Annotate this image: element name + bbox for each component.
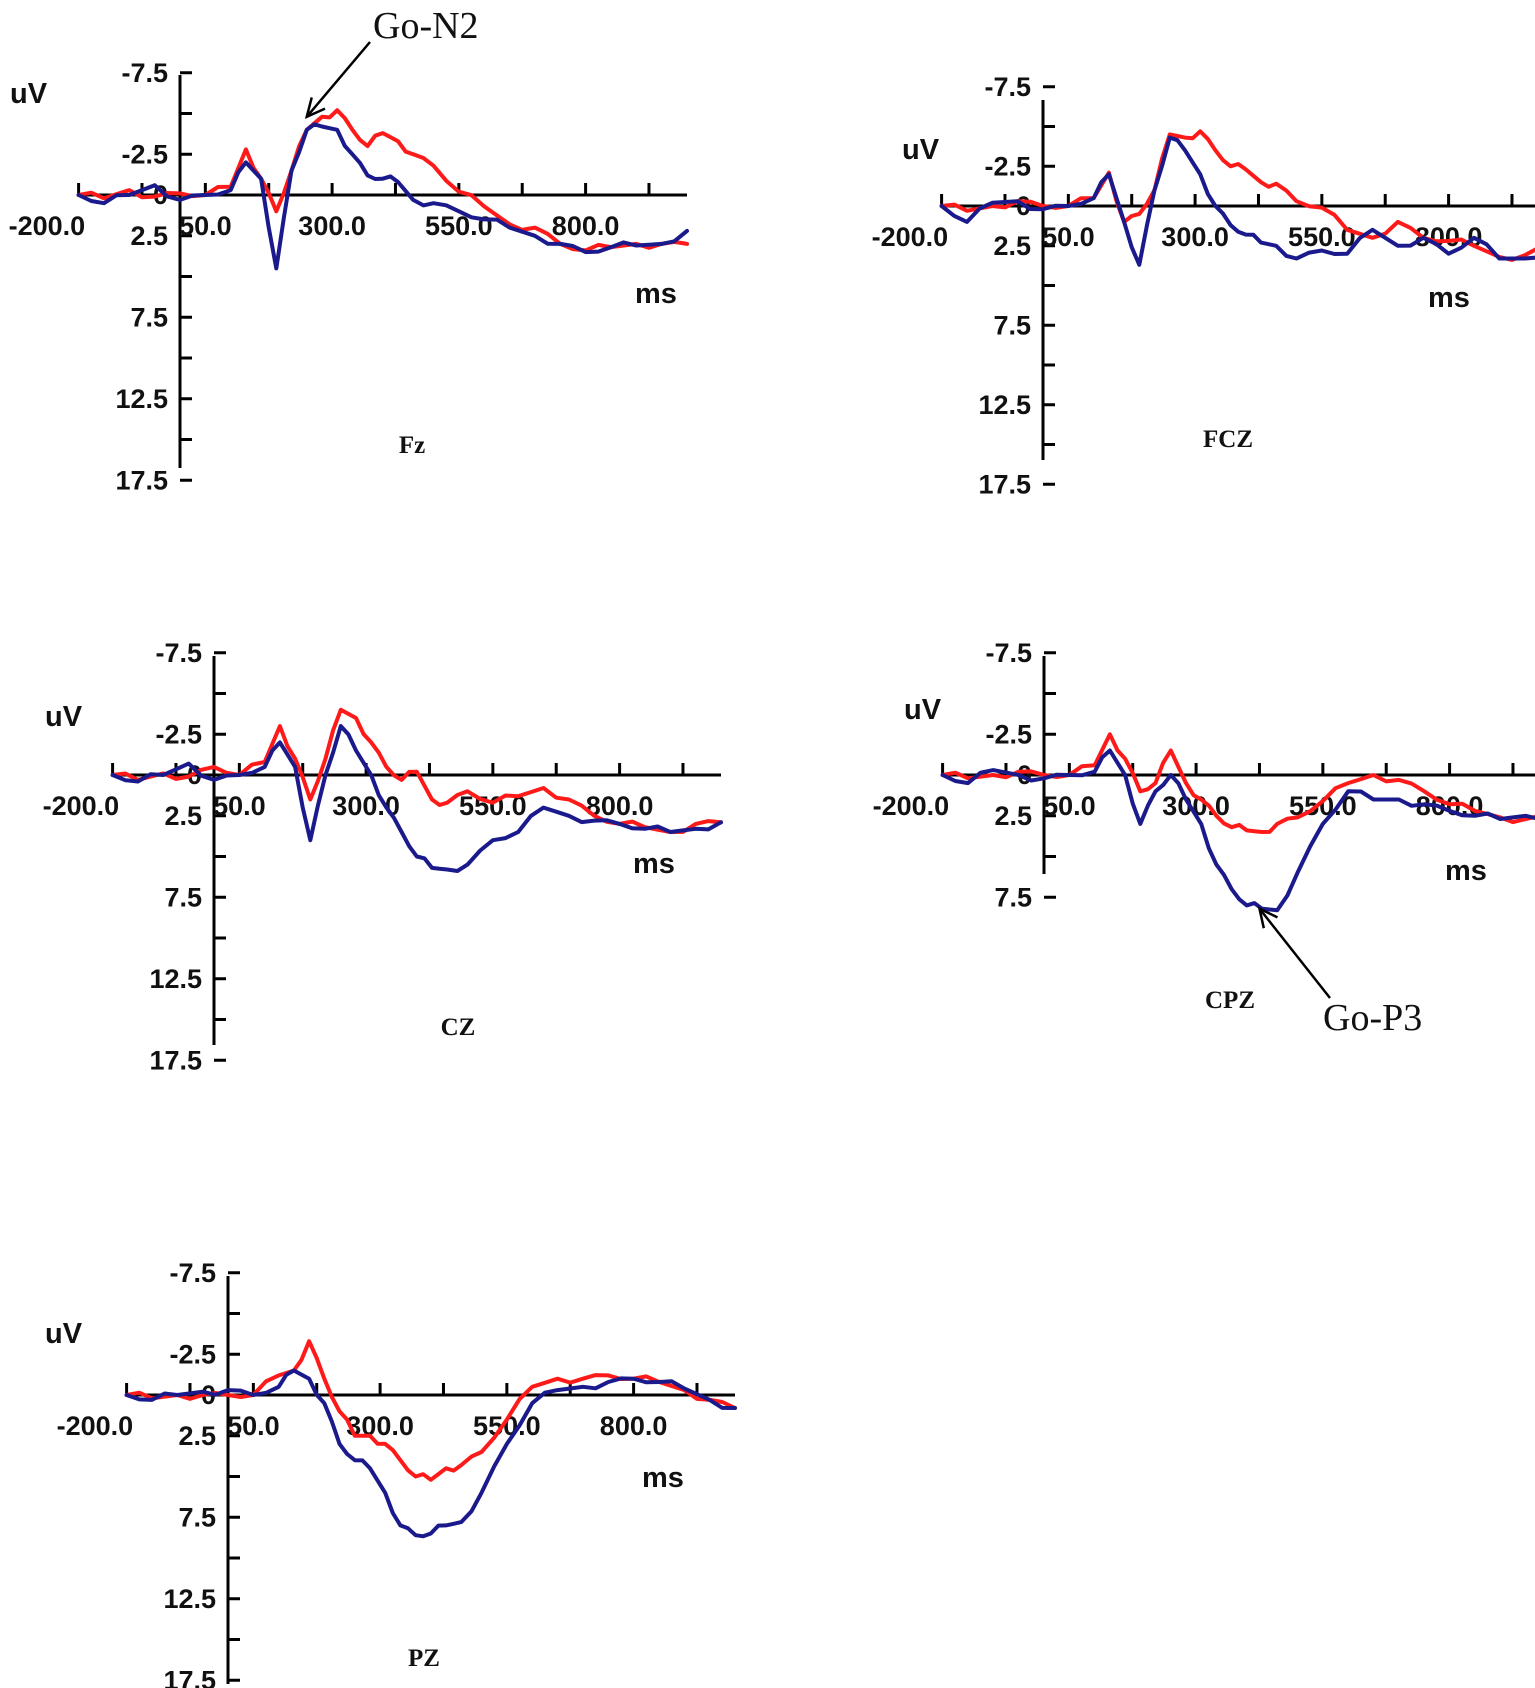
y-tick-label: 2.5	[993, 231, 1031, 261]
x-tick-label: 50.0	[179, 211, 232, 241]
y-tick-label: 12.5	[149, 964, 202, 994]
x-tick-label: -200.0	[873, 791, 950, 821]
x-tick-label: -200.0	[57, 1411, 134, 1441]
x-tick-label: 550.0	[425, 211, 493, 241]
y-tick-label: -2.5	[121, 139, 168, 169]
x-tick-label: -200.0	[9, 211, 86, 241]
series-blue-line	[939, 135, 1535, 267]
annotation-arrow	[1258, 907, 1331, 999]
x-tick-label: 800.0	[552, 211, 620, 241]
x-tick-label: 300.0	[298, 211, 366, 241]
chart-4: -7.5-2.502.57.5-200.0 50.0 300.0 550.0 800.0…	[873, 638, 1535, 1039]
y-tick-label: -2.5	[985, 719, 1032, 749]
y-tick-label: 7.5	[993, 310, 1031, 340]
y-tick-label: 17.5	[149, 1045, 202, 1075]
y-tick-label: 7.5	[994, 882, 1032, 912]
series-blue-line	[124, 1368, 737, 1539]
chart-3: -7.5-2.502.57.512.517.5-200.0 50.0 300.0 55…	[43, 638, 723, 1075]
electrode-label: FCZ	[1203, 426, 1253, 453]
annotation-arrow-head	[304, 97, 326, 119]
y-tick-label: 2.5	[164, 801, 202, 831]
x-axis-label: ms	[635, 278, 677, 310]
y-tick-label: 7.5	[164, 882, 202, 912]
y-tick-label: 0	[1017, 760, 1032, 790]
electrode-label: PZ	[408, 1645, 440, 1672]
electrode-label: CPZ	[1205, 987, 1255, 1014]
series-blue-line	[110, 724, 723, 873]
x-tick-label: 800.0	[600, 1411, 668, 1441]
series-red-line	[124, 1339, 737, 1482]
x-tick-label: -200.0	[43, 791, 120, 821]
x-tick-label: 50.0	[213, 791, 266, 821]
y-tick-label: 2.5	[130, 221, 168, 251]
series-blue-line	[940, 748, 1535, 913]
x-tick-label: 50.0	[1042, 222, 1095, 252]
x-tick-label: 550.0	[473, 1411, 541, 1441]
x-axis-label: ms	[1445, 855, 1487, 887]
y-tick-label: -2.5	[984, 151, 1031, 181]
y-tick-label: 17.5	[163, 1665, 216, 1688]
y-tick-label: 7.5	[130, 302, 168, 332]
y-axis-label: uV	[10, 78, 48, 110]
x-tick-label: 50.0	[1043, 791, 1096, 821]
y-tick-label: 17.5	[115, 465, 168, 495]
y-axis-label: uV	[904, 694, 942, 726]
annotation-arrow-head	[1257, 906, 1279, 929]
chart-1: -7.5-2.502.57.512.517.5-200.0 50.0 300.0 55…	[9, 5, 689, 495]
y-tick-label: -2.5	[155, 719, 202, 749]
y-axis-label: uV	[45, 701, 83, 733]
x-tick-label: -200.0	[872, 222, 949, 252]
y-tick-label: 2.5	[178, 1421, 216, 1451]
electrode-label: Fz	[399, 432, 425, 459]
y-tick-label: 12.5	[978, 390, 1031, 420]
chart-2: -7.5-2.502.57.512.517.5-200.0 50.0 300.0 55…	[872, 72, 1535, 499]
annotation-label: Go-P3	[1323, 997, 1422, 1039]
y-tick-label: -7.5	[985, 638, 1032, 668]
y-tick-label: -7.5	[121, 58, 168, 88]
y-tick-label: 17.5	[978, 469, 1031, 499]
series-blue-line	[76, 122, 689, 271]
y-axis-label: uV	[902, 134, 940, 166]
annotation-arrow	[305, 41, 371, 118]
annotation-label: Go-N2	[373, 5, 479, 47]
chart-5: -7.5-2.502.57.512.517.5-200.0 50.0 300.0 55…	[45, 1258, 737, 1688]
x-axis-label: ms	[1428, 282, 1470, 314]
y-tick-label: 2.5	[994, 801, 1032, 831]
x-axis-label: ms	[642, 1462, 684, 1494]
y-axis-label: uV	[45, 1318, 83, 1350]
x-tick-label: 300.0	[1161, 222, 1229, 252]
y-tick-label: -2.5	[169, 1339, 216, 1369]
y-tick-label: -7.5	[169, 1258, 216, 1288]
y-tick-label: 12.5	[115, 384, 168, 414]
y-tick-label: 12.5	[163, 1584, 216, 1614]
y-tick-label: -7.5	[984, 72, 1031, 102]
y-tick-label: 7.5	[178, 1502, 216, 1532]
electrode-label: CZ	[441, 1014, 476, 1041]
x-axis-label: ms	[633, 848, 675, 880]
x-tick-label: 50.0	[227, 1411, 280, 1441]
x-tick-label: 300.0	[332, 791, 400, 821]
y-tick-label: -7.5	[155, 638, 202, 668]
